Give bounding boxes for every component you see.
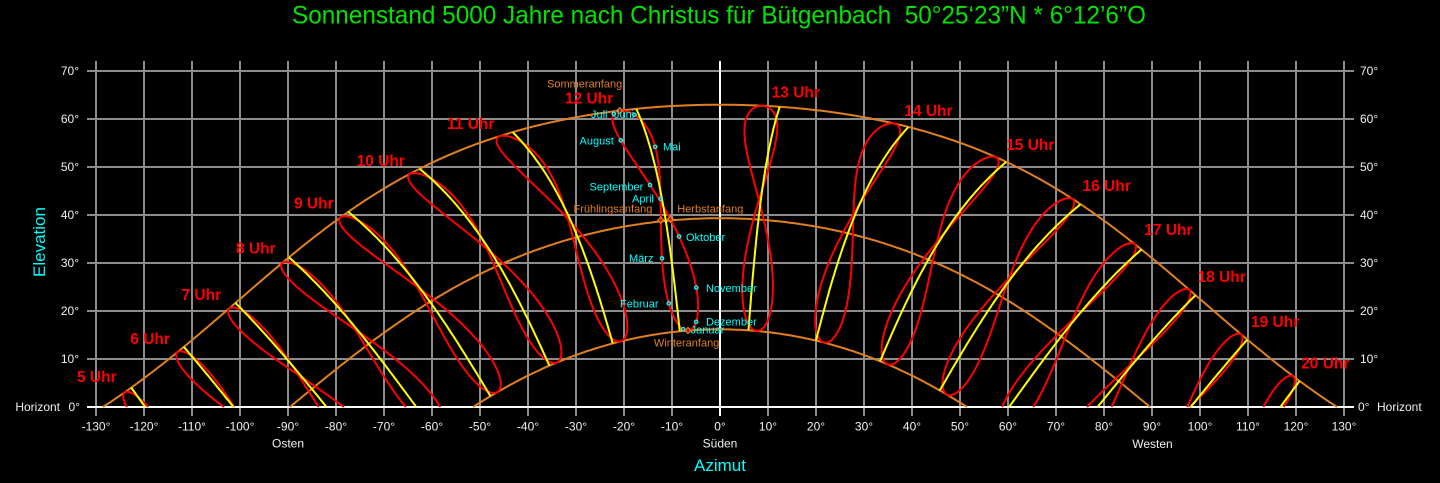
- svg-text:Juni: Juni: [614, 109, 634, 121]
- svg-text:Sonnenstand 5000 Jahre nach Ch: Sonnenstand 5000 Jahre nach Christus für…: [292, 2, 1146, 30]
- svg-text:-110°: -110°: [178, 420, 206, 434]
- svg-text:Herbstanfang: Herbstanfang: [677, 204, 743, 216]
- svg-text:11 Uhr: 11 Uhr: [447, 116, 494, 133]
- svg-text:Oktober: Oktober: [686, 232, 725, 244]
- svg-text:Winteranfang: Winteranfang: [654, 338, 719, 350]
- svg-text:50°: 50°: [1360, 160, 1378, 174]
- svg-text:120°: 120°: [1284, 420, 1309, 434]
- svg-text:40°: 40°: [1360, 208, 1378, 222]
- svg-text:Osten: Osten: [272, 437, 304, 451]
- svg-text:16 Uhr: 16 Uhr: [1083, 178, 1131, 195]
- svg-text:80°: 80°: [1095, 420, 1113, 434]
- svg-text:30°: 30°: [1360, 256, 1378, 270]
- svg-text:-10°: -10°: [661, 420, 683, 434]
- svg-text:50°: 50°: [951, 420, 969, 434]
- svg-text:-90°: -90°: [277, 420, 299, 434]
- svg-text:8 Uhr: 8 Uhr: [236, 241, 276, 258]
- svg-text:70°: 70°: [1047, 420, 1065, 434]
- svg-text:November: November: [706, 283, 757, 295]
- svg-text:50°: 50°: [61, 160, 79, 174]
- svg-text:60°: 60°: [999, 420, 1017, 434]
- svg-text:90°: 90°: [1143, 420, 1161, 434]
- svg-text:Mai: Mai: [663, 142, 681, 154]
- svg-text:9 Uhr: 9 Uhr: [294, 196, 334, 213]
- svg-text:Juli: Juli: [591, 109, 608, 121]
- svg-text:Süden: Süden: [703, 437, 738, 451]
- svg-text:September: September: [590, 182, 644, 194]
- svg-text:Westen: Westen: [1132, 437, 1172, 451]
- svg-text:20°: 20°: [807, 420, 825, 434]
- svg-text:130°: 130°: [1332, 420, 1357, 434]
- svg-text:Elevation: Elevation: [30, 207, 49, 277]
- svg-text:-70°: -70°: [373, 420, 395, 434]
- svg-text:40°: 40°: [903, 420, 921, 434]
- svg-text:-80°: -80°: [325, 420, 347, 434]
- svg-text:-30°: -30°: [565, 420, 587, 434]
- svg-text:Dezember: Dezember: [706, 317, 757, 329]
- svg-text:18 Uhr: 18 Uhr: [1198, 269, 1246, 286]
- svg-text:-20°: -20°: [613, 420, 635, 434]
- svg-text:Sommeranfang: Sommeranfang: [547, 79, 622, 91]
- svg-text:17 Uhr: 17 Uhr: [1144, 222, 1192, 239]
- svg-text:20 Uhr: 20 Uhr: [1301, 356, 1349, 373]
- svg-text:0°: 0°: [69, 400, 81, 414]
- svg-text:Azimut: Azimut: [694, 456, 746, 475]
- svg-text:-120°: -120°: [130, 420, 159, 434]
- svg-text:Horizont: Horizont: [15, 400, 60, 414]
- svg-text:13 Uhr: 13 Uhr: [772, 85, 820, 102]
- svg-text:20°: 20°: [1360, 304, 1378, 318]
- svg-text:10 Uhr: 10 Uhr: [357, 153, 405, 170]
- svg-text:15 Uhr: 15 Uhr: [1006, 137, 1054, 154]
- svg-text:12 Uhr: 12 Uhr: [565, 91, 613, 108]
- svg-text:5 Uhr: 5 Uhr: [77, 369, 117, 386]
- svg-text:14 Uhr: 14 Uhr: [904, 103, 952, 120]
- svg-text:-100°: -100°: [226, 420, 255, 434]
- svg-text:30°: 30°: [61, 256, 79, 270]
- svg-text:20°: 20°: [61, 304, 79, 318]
- svg-text:-130°: -130°: [82, 420, 111, 434]
- svg-text:7 Uhr: 7 Uhr: [182, 287, 222, 304]
- svg-text:19 Uhr: 19 Uhr: [1251, 314, 1299, 331]
- svg-text:März: März: [629, 253, 653, 265]
- svg-text:10°: 10°: [1360, 352, 1378, 366]
- svg-text:70°: 70°: [61, 64, 79, 78]
- svg-text:30°: 30°: [855, 420, 873, 434]
- svg-text:60°: 60°: [61, 112, 79, 126]
- svg-text:-40°: -40°: [517, 420, 539, 434]
- svg-text:0°: 0°: [1358, 400, 1370, 414]
- svg-text:40°: 40°: [61, 208, 79, 222]
- svg-text:110°: 110°: [1236, 420, 1260, 434]
- svg-text:10°: 10°: [759, 420, 777, 434]
- svg-text:-50°: -50°: [469, 420, 491, 434]
- svg-text:-60°: -60°: [421, 420, 443, 434]
- svg-text:60°: 60°: [1360, 112, 1378, 126]
- svg-text:Horizont: Horizont: [1377, 400, 1422, 414]
- svg-text:0°: 0°: [714, 420, 726, 434]
- svg-text:100°: 100°: [1188, 420, 1213, 434]
- svg-text:Frühlingsanfang: Frühlingsanfang: [574, 204, 653, 216]
- svg-text:6 Uhr: 6 Uhr: [130, 331, 170, 348]
- svg-text:August: August: [580, 135, 614, 147]
- svg-text:Januar: Januar: [691, 325, 725, 337]
- svg-text:Februar: Februar: [620, 299, 659, 311]
- svg-text:10°: 10°: [61, 352, 79, 366]
- svg-text:70°: 70°: [1360, 64, 1378, 78]
- svg-text:April: April: [632, 193, 654, 205]
